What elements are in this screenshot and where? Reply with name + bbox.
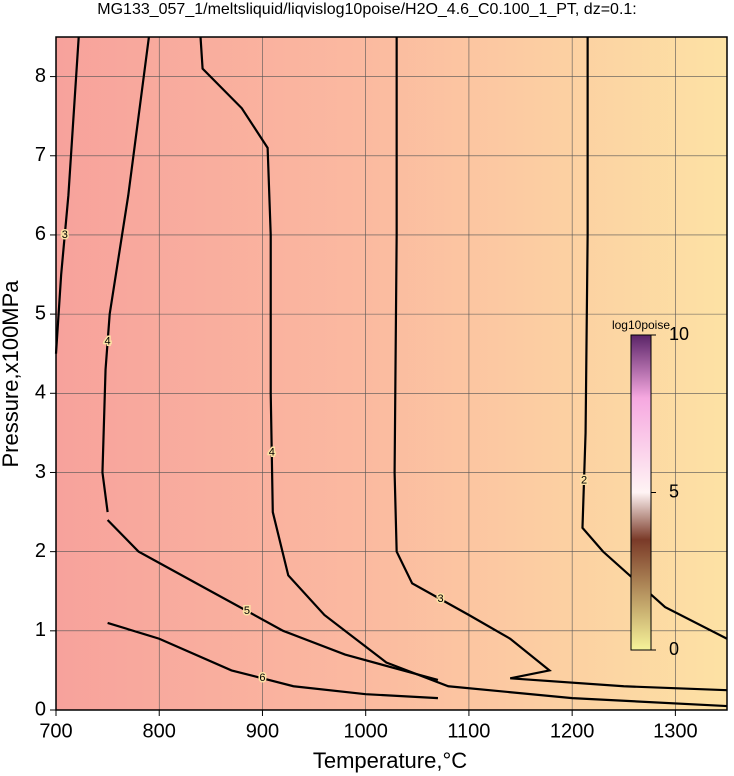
- y-axis-label: Pressure,x100MPa: [0, 280, 23, 468]
- chart-title: MG133_057_1/meltsliquid/liqvislog10poise…: [97, 1, 636, 18]
- contour-line: [393, 37, 728, 692]
- colorbar: [630, 334, 652, 651]
- y-tick-label: 8: [35, 65, 46, 87]
- colorbar-tick-label: 5: [669, 481, 679, 501]
- x-tick-label: 700: [39, 720, 72, 742]
- x-tick-label: 900: [246, 720, 279, 742]
- contour-line: [107, 621, 439, 700]
- x-tick-label: 1100: [447, 720, 490, 742]
- contour-line: [106, 519, 439, 681]
- x-tick-label: 1000: [343, 720, 388, 742]
- contour-label: 2: [581, 474, 587, 486]
- contour-line: [101, 36, 150, 513]
- contour-line: [199, 36, 728, 708]
- y-tick-label: 3: [35, 461, 46, 483]
- y-tick-label: 4: [35, 382, 46, 404]
- y-tick-label: 5: [35, 302, 46, 324]
- y-tick-label: 6: [35, 223, 46, 245]
- plot-frame: [55, 36, 728, 711]
- y-tick-label: 7: [35, 144, 46, 166]
- x-tick-label: 800: [143, 720, 176, 742]
- colorbar-tick-label: 10: [669, 324, 689, 344]
- y-tick-label: 2: [35, 540, 46, 562]
- contour-label: 3: [437, 593, 443, 605]
- plot-background: [56, 37, 727, 710]
- contour-label: 5: [244, 605, 250, 617]
- contour-label: 6: [259, 672, 265, 684]
- contour-line: [581, 37, 728, 640]
- x-tick-label: 1200: [550, 720, 595, 742]
- x-tick-label: 1300: [653, 720, 698, 742]
- contour-line: [54, 36, 80, 354]
- x-axis-label: Temperature,°C: [313, 748, 467, 773]
- colorbar-label: log10poise: [612, 318, 670, 332]
- contour-label: 4: [105, 336, 111, 348]
- colorbar-tick-label: 0: [669, 639, 679, 659]
- contour-label: 3: [62, 229, 68, 241]
- y-tick-label: 0: [35, 698, 46, 720]
- contour-label: 4: [269, 447, 275, 459]
- y-tick-label: 1: [35, 619, 46, 641]
